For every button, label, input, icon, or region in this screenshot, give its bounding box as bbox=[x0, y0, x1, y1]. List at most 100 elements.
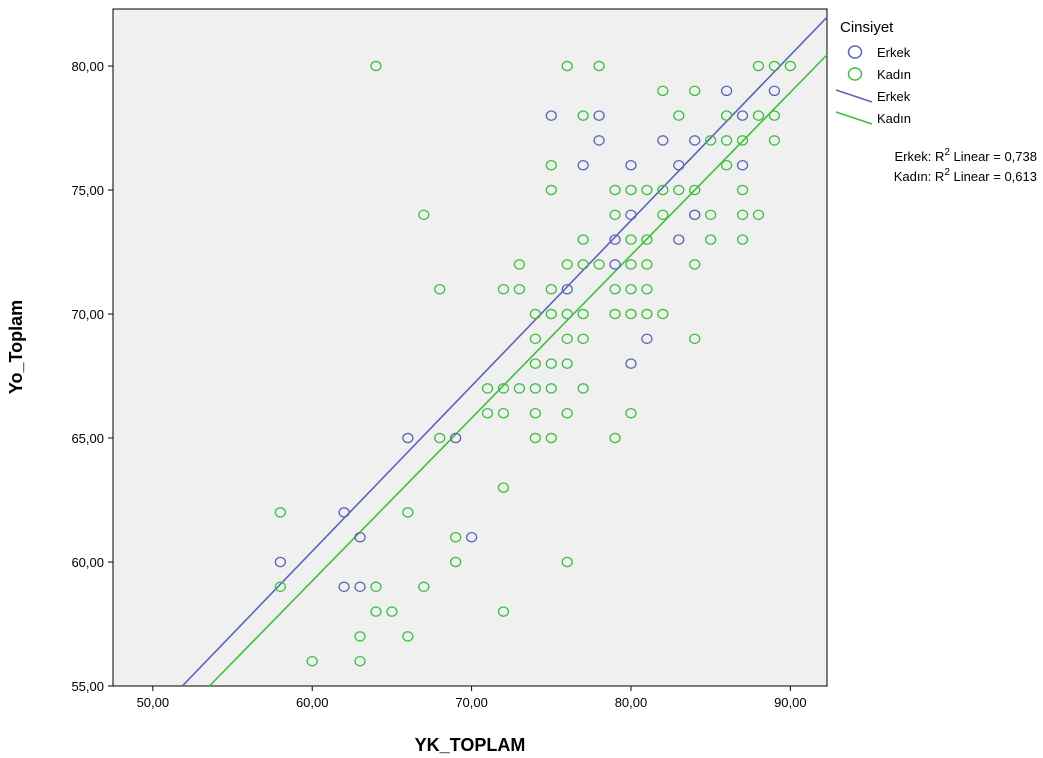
data-point bbox=[720, 85, 733, 97]
data-point bbox=[529, 358, 541, 369]
data-point bbox=[641, 333, 653, 345]
data-point bbox=[545, 110, 557, 121]
data-point bbox=[752, 110, 765, 121]
y-tick-label: 65,00 bbox=[71, 431, 104, 446]
data-point bbox=[354, 631, 366, 642]
data-point bbox=[625, 259, 637, 270]
data-point bbox=[689, 85, 701, 97]
data-point bbox=[768, 60, 781, 72]
data-point bbox=[625, 283, 637, 295]
data-point bbox=[577, 308, 589, 320]
data-point bbox=[625, 407, 637, 419]
data-point bbox=[609, 283, 621, 295]
data-point bbox=[609, 184, 621, 196]
legend-line bbox=[835, 89, 873, 103]
data-point bbox=[625, 184, 637, 196]
data-point bbox=[625, 209, 637, 221]
legend-label: Erkek bbox=[877, 45, 911, 60]
data-point bbox=[720, 110, 733, 121]
data-point bbox=[577, 159, 589, 171]
data-point bbox=[561, 358, 573, 369]
legend-label: Kadın bbox=[877, 111, 911, 126]
data-point bbox=[545, 283, 557, 295]
data-point bbox=[657, 85, 669, 97]
data-point bbox=[657, 308, 669, 320]
data-point bbox=[561, 407, 573, 419]
data-point bbox=[481, 407, 494, 419]
data-point bbox=[641, 283, 653, 295]
plot-area bbox=[112, 8, 828, 687]
data-point bbox=[641, 184, 653, 196]
data-point bbox=[689, 259, 701, 270]
data-point bbox=[370, 60, 382, 72]
data-point bbox=[274, 581, 286, 593]
y-axis-title: Yo_Toplam bbox=[6, 300, 26, 394]
data-point bbox=[689, 184, 701, 196]
data-point bbox=[609, 234, 621, 245]
data-point bbox=[545, 383, 557, 394]
data-point bbox=[609, 209, 621, 221]
legend-line bbox=[835, 111, 873, 125]
data-point bbox=[354, 655, 366, 667]
data-point bbox=[497, 482, 510, 493]
data-point bbox=[354, 581, 366, 593]
data-point bbox=[752, 209, 765, 221]
data-point bbox=[689, 135, 701, 146]
data-point bbox=[402, 507, 414, 518]
data-point bbox=[465, 531, 478, 543]
data-point bbox=[370, 581, 382, 593]
data-point bbox=[673, 110, 685, 121]
data-point bbox=[657, 184, 669, 196]
legend-marker bbox=[847, 45, 863, 59]
data-point bbox=[274, 507, 286, 518]
y-tick-label: 55,00 bbox=[71, 679, 104, 694]
data-point bbox=[705, 234, 717, 245]
legend-marker bbox=[847, 67, 863, 81]
data-point bbox=[625, 358, 637, 369]
data-point bbox=[736, 135, 749, 146]
data-point bbox=[561, 60, 573, 72]
data-point bbox=[768, 110, 781, 121]
data-point bbox=[402, 432, 414, 444]
data-point bbox=[529, 407, 541, 419]
data-point bbox=[609, 432, 621, 444]
data-point bbox=[529, 432, 541, 444]
data-point bbox=[561, 259, 573, 270]
data-point bbox=[529, 383, 541, 394]
legend-label: Erkek bbox=[877, 89, 911, 104]
data-point bbox=[752, 60, 765, 72]
data-point bbox=[784, 60, 796, 72]
data-point bbox=[545, 358, 557, 369]
legend-label: Kadın bbox=[877, 67, 911, 82]
x-tick-label: 90,00 bbox=[774, 695, 807, 710]
data-point bbox=[625, 308, 637, 320]
data-point bbox=[450, 432, 462, 444]
r2-annotation: Kadın: R2 Linear = 0,613 bbox=[894, 167, 1037, 184]
data-point bbox=[673, 159, 685, 171]
data-point bbox=[497, 606, 510, 617]
data-point bbox=[338, 581, 350, 593]
data-point bbox=[370, 606, 382, 617]
data-point bbox=[354, 531, 366, 543]
data-points bbox=[274, 60, 796, 667]
data-point bbox=[450, 531, 462, 543]
fit-line-kadn bbox=[208, 54, 828, 687]
data-point bbox=[673, 234, 685, 245]
data-point bbox=[593, 110, 605, 121]
data-point bbox=[577, 333, 589, 345]
data-point bbox=[386, 606, 398, 617]
data-point bbox=[736, 184, 749, 196]
data-point bbox=[641, 259, 653, 270]
data-point bbox=[641, 234, 653, 245]
data-point bbox=[625, 234, 637, 245]
data-point bbox=[513, 383, 526, 394]
data-point bbox=[481, 383, 494, 394]
data-point bbox=[545, 308, 557, 320]
data-point bbox=[434, 432, 446, 444]
fit-line-erkek bbox=[181, 16, 828, 687]
fit-lines bbox=[181, 16, 828, 687]
x-axis-title: YK_TOPLAM bbox=[415, 735, 526, 755]
legend: Cinsiyet Erkek Kadın Erkek Kadın bbox=[835, 19, 911, 126]
data-point bbox=[609, 259, 621, 270]
